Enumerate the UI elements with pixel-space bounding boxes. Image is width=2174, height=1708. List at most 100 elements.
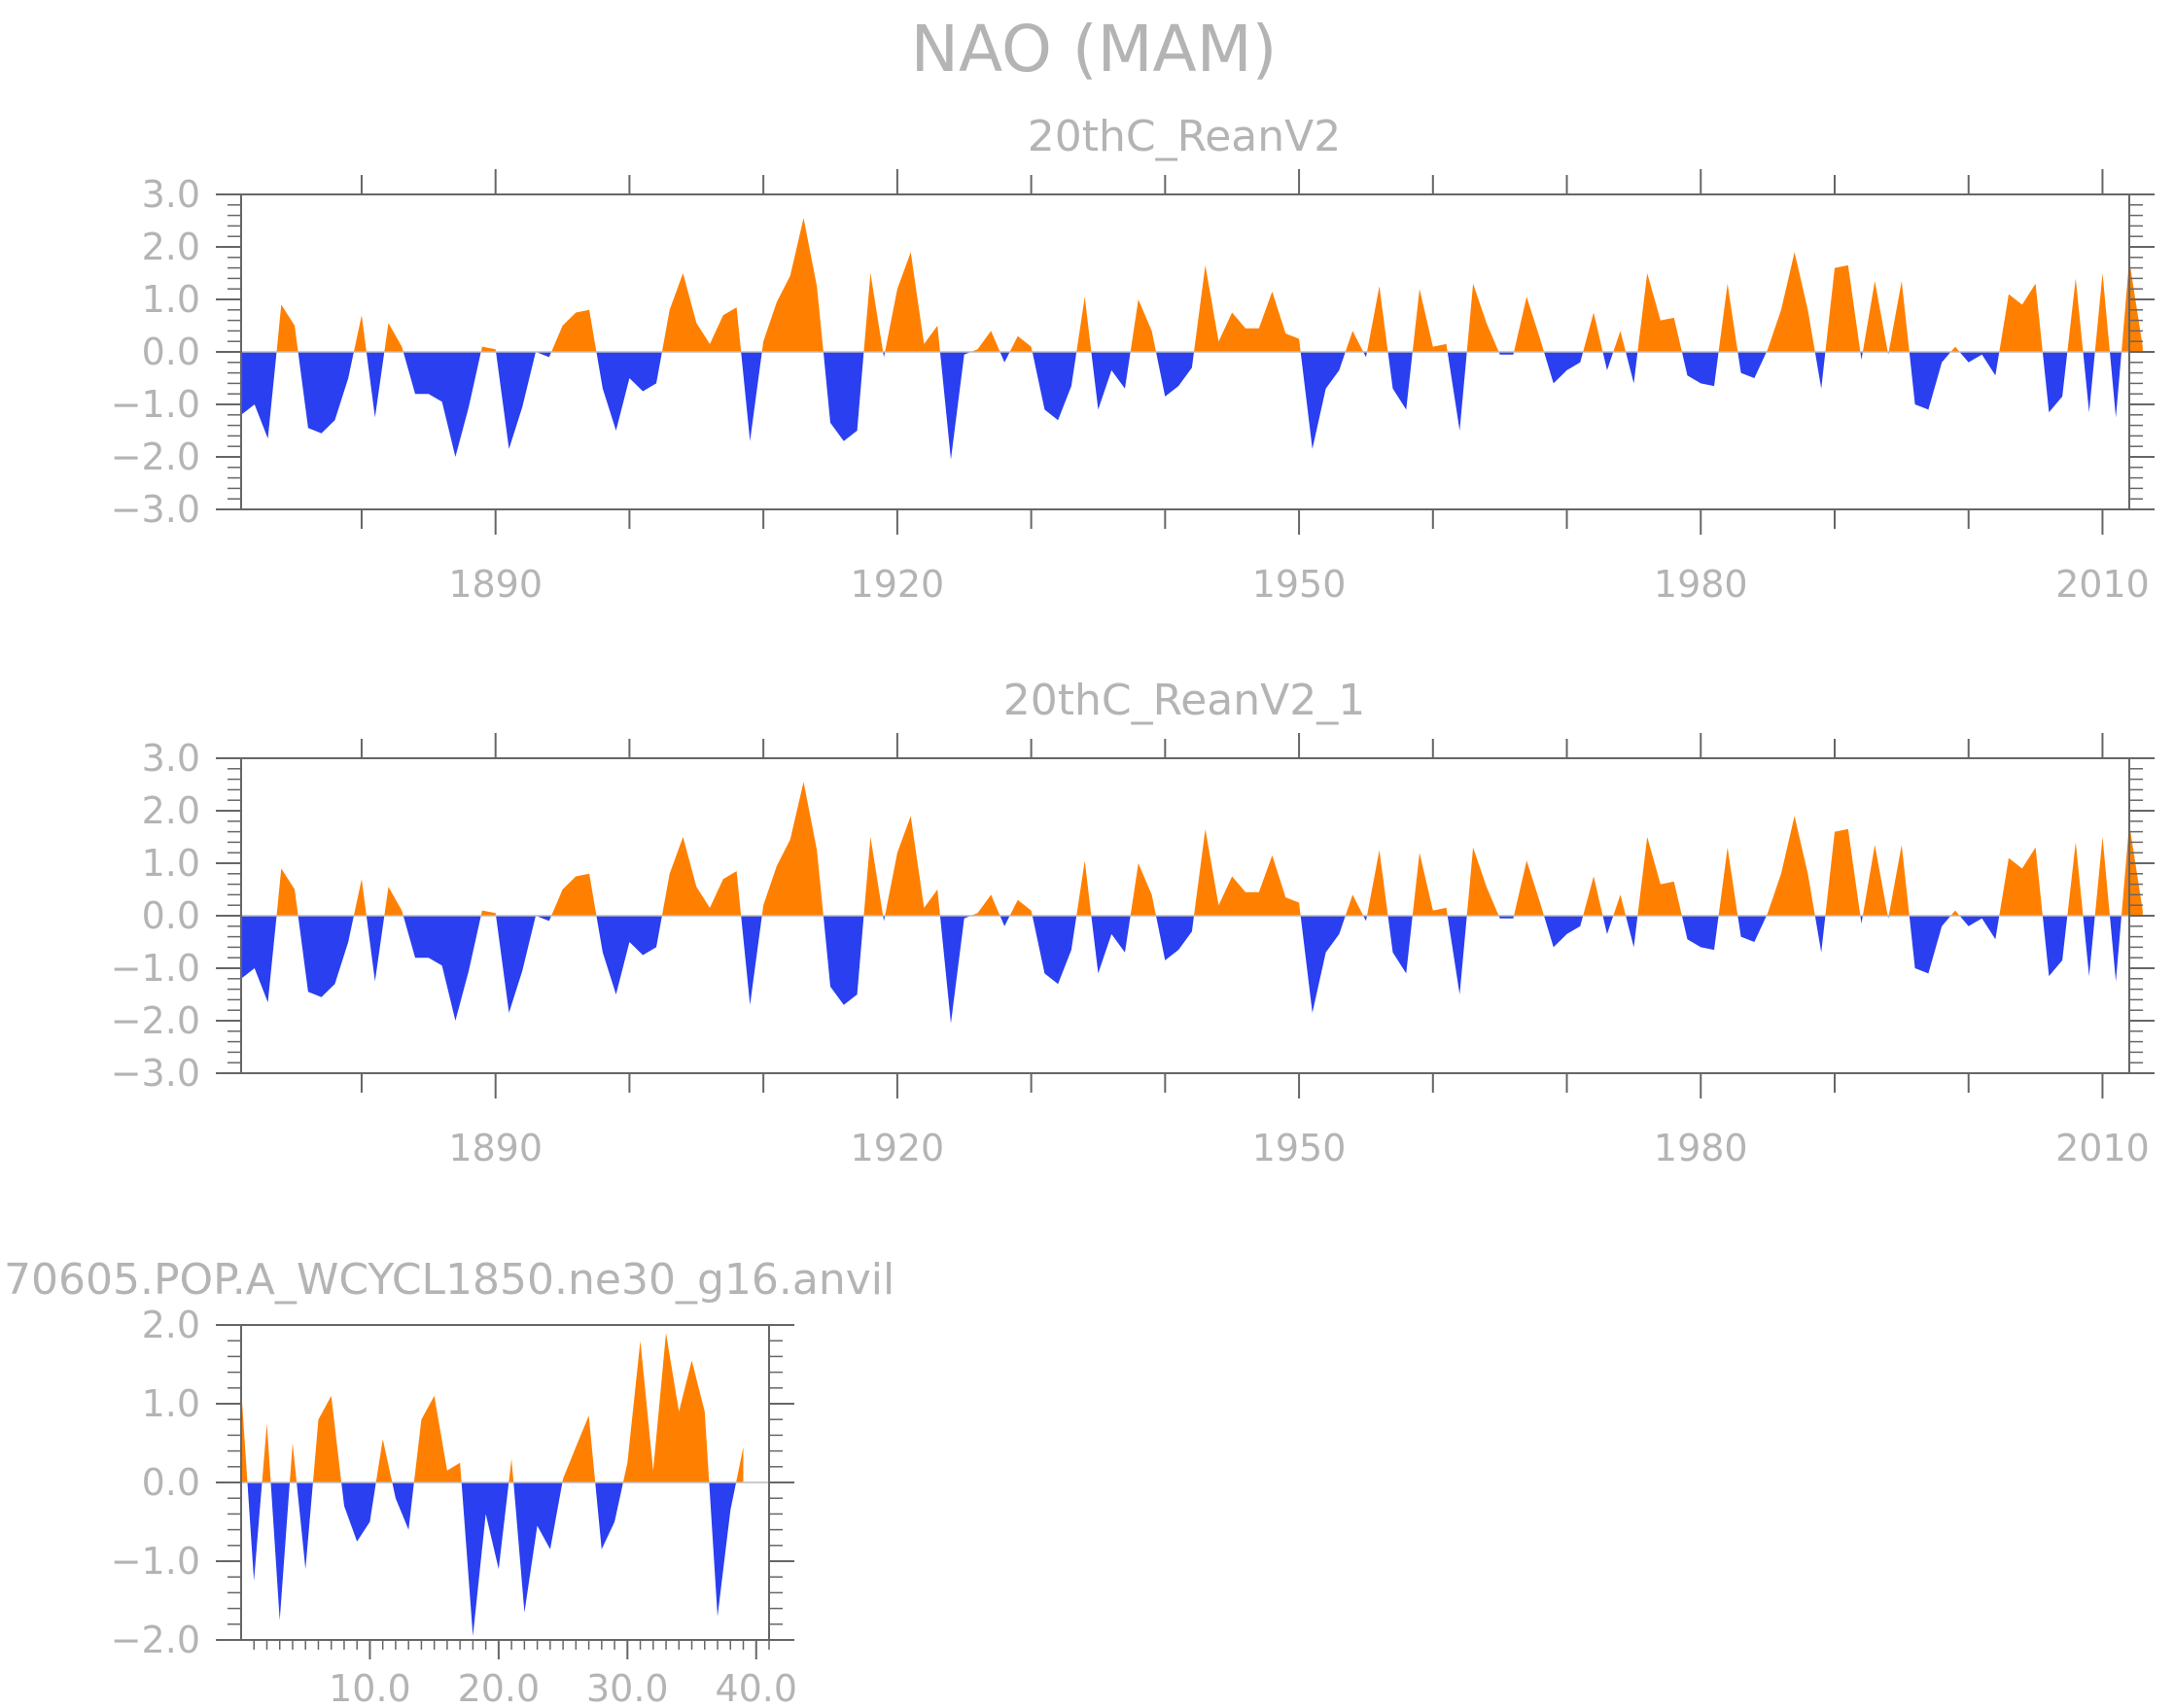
axes: −2.0 −1.0 0.0 1.0 2.0 10.0 20.0 30.0 40.0 (111, 1304, 797, 1708)
positive-anomaly-area (970, 331, 1000, 352)
positive-anomaly-area (353, 315, 367, 352)
negative-anomaly-area (999, 352, 1010, 363)
positive-anomaly-area (1194, 828, 1301, 916)
negative-anomaly-area (823, 916, 864, 1005)
positive-anomaly-area (1637, 273, 1682, 352)
positive-anomaly-area (1583, 312, 1603, 352)
negative-anomaly-area (1156, 352, 1194, 397)
negative-anomaly-area (1814, 916, 1826, 953)
positive-anomaly-area (2094, 273, 2110, 352)
positive-anomaly-area (1466, 847, 1499, 916)
negative-anomaly-area (1363, 916, 1367, 922)
x-tick-label: 30.0 (586, 1667, 669, 1708)
negative-anomaly-area (2042, 352, 2068, 413)
x-tick-label: 1980 (1654, 1127, 1748, 1169)
positive-anomaly-area (1950, 910, 1960, 916)
positive-anomaly-area (1888, 845, 1910, 916)
y-tick-label: 1.0 (142, 1382, 200, 1425)
positive-anomaly-area (1514, 296, 1544, 352)
positive-anomaly-area (290, 1443, 298, 1482)
x-tick-label: 1920 (851, 1127, 945, 1169)
positive-anomaly-area (1718, 847, 1738, 916)
negative-anomaly-area (1300, 352, 1346, 449)
positive-anomaly-area (1950, 346, 1960, 352)
negative-anomaly-area (403, 352, 481, 457)
negative-anomaly-area (1387, 916, 1413, 974)
positive-anomaly-area (2067, 278, 2084, 352)
negative-anomaly-area (883, 916, 886, 922)
x-tick-label: 1920 (851, 563, 945, 606)
y-tick-label: 1.0 (142, 278, 200, 321)
negative-anomaly-area (1602, 916, 1614, 934)
negative-anomaly-area (1544, 352, 1584, 384)
y-tick-label: 2.0 (142, 226, 200, 268)
negative-anomaly-area (596, 352, 662, 431)
negative-anomaly-area (1681, 916, 1719, 951)
y-tick-label: 3.0 (142, 737, 200, 780)
positive-anomaly-area (761, 218, 824, 352)
positive-anomaly-area (413, 1395, 462, 1482)
axes: −3.0 −2.0 −1.0 0.0 1.0 2.0 3.0 1890 1920 1950 1980… (111, 733, 2155, 1169)
negative-anomaly-area (595, 1482, 623, 1550)
negative-anomaly-area (939, 916, 971, 1024)
positive-anomaly-area (1999, 283, 2043, 352)
positive-anomaly-area (1766, 252, 1815, 352)
positive-anomaly-area (1888, 281, 1910, 352)
negative-anomaly-area (1363, 352, 1367, 358)
figure-title: NAO (MAM) (911, 12, 1278, 87)
negative-anomaly-area (999, 916, 1010, 926)
positive-anomaly-area (1637, 837, 1682, 916)
y-tick-label: 2.0 (142, 789, 200, 832)
positive-anomaly-area (863, 273, 884, 352)
negative-anomaly-area (741, 352, 762, 441)
positive-anomaly-area (2094, 837, 2110, 916)
negative-anomaly-area (1814, 352, 1826, 389)
negative-anomaly-area (1447, 352, 1467, 431)
negative-anomaly-area (596, 916, 662, 994)
negative-anomaly-area (1860, 916, 1863, 924)
positive-anomaly-area (1076, 860, 1092, 916)
series-fills (241, 218, 2143, 460)
positive-anomaly-area (885, 252, 940, 352)
positive-anomaly-area (1076, 296, 1092, 352)
x-tick-label: 1980 (1654, 563, 1748, 606)
negative-anomaly-area (1737, 916, 1767, 942)
negative-anomaly-area (1626, 916, 1638, 948)
x-tick-label: 1890 (448, 1127, 543, 1169)
x-tick-label: 10.0 (329, 1667, 411, 1708)
positive-anomaly-area (276, 304, 298, 352)
x-tick-label: 20.0 (458, 1667, 541, 1708)
positive-anomaly-area (970, 894, 1000, 916)
negative-anomaly-area (1737, 352, 1767, 378)
positive-anomaly-area (1718, 283, 1738, 352)
panel-title: 70605.POP.A_WCYCL1850.ne30_g16.anvil (4, 1255, 894, 1305)
positive-anomaly-area (736, 1447, 744, 1482)
positive-anomaly-area (551, 873, 597, 916)
y-tick-label: −2.0 (111, 436, 200, 478)
positive-anomaly-area (661, 273, 742, 352)
y-tick-label: −1.0 (111, 383, 200, 426)
negative-anomaly-area (2110, 916, 2121, 982)
negative-anomaly-area (1959, 352, 2000, 376)
negative-anomaly-area (883, 352, 886, 358)
negative-anomaly-area (513, 1482, 563, 1613)
y-tick-label: −2.0 (111, 999, 200, 1042)
positive-anomaly-area (384, 323, 403, 352)
positive-anomaly-area (1862, 281, 1888, 352)
y-tick-label: 2.0 (142, 1304, 200, 1346)
x-tick-label: 40.0 (715, 1667, 797, 1708)
positive-anomaly-area (1613, 331, 1627, 352)
negative-anomaly-area (496, 352, 552, 449)
y-tick-label: −2.0 (111, 1619, 200, 1661)
positive-anomaly-area (2067, 842, 2084, 916)
negative-anomaly-area (2042, 916, 2068, 977)
positive-anomaly-area (1613, 894, 1627, 916)
negative-anomaly-area (298, 916, 354, 997)
negative-anomaly-area (2110, 352, 2121, 418)
negative-anomaly-area (341, 1482, 376, 1542)
positive-anomaly-area (262, 1423, 271, 1482)
negative-anomaly-area (1387, 352, 1413, 410)
positive-anomaly-area (1345, 331, 1364, 352)
positive-anomaly-area (1130, 299, 1156, 352)
y-tick-label: 0.0 (142, 331, 200, 373)
